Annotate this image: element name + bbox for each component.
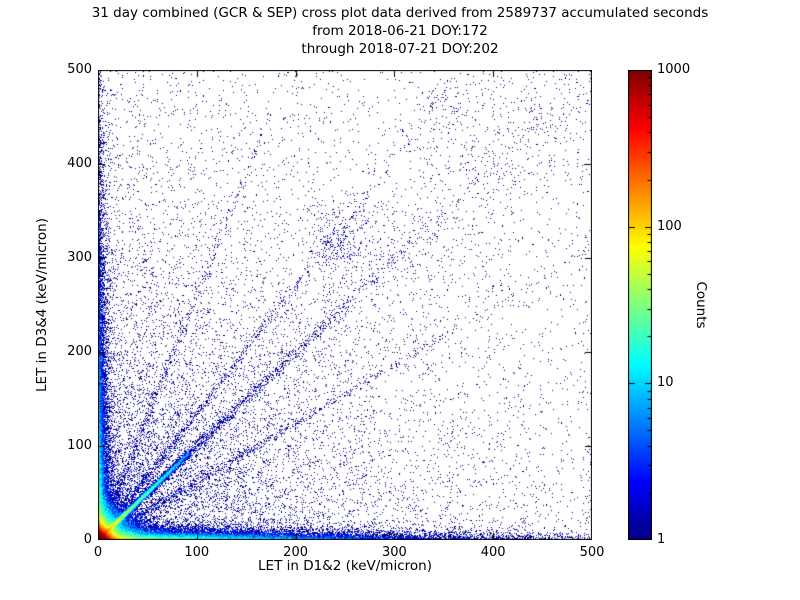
colorbar-tick-label-1000: 1000 xyxy=(657,62,691,77)
chart-title-line3: through 2018-07-21 DOY:202 xyxy=(301,41,499,57)
x-tick-label-300: 300 xyxy=(381,545,407,560)
y-tick-label-200: 200 xyxy=(67,344,92,359)
chart-title-line1: 31 day combined (GCR & SEP) cross plot d… xyxy=(91,5,709,21)
scatter-plot-canvas xyxy=(98,70,592,540)
x-axis-label: LET in D1&2 (keV/micron) xyxy=(258,558,432,574)
colorbar-label: Counts xyxy=(693,281,709,329)
y-tick-label-0: 0 xyxy=(83,532,92,547)
y-tick-label-100: 100 xyxy=(67,438,92,453)
x-tick-label-100: 100 xyxy=(184,545,210,560)
x-tick-label-200: 200 xyxy=(283,545,308,560)
y-axis-label: LET in D3&4 (keV/micron) xyxy=(34,218,50,392)
chart-title-line2: from 2018-06-21 DOY:172 xyxy=(312,23,488,39)
y-tick-label-500: 500 xyxy=(67,62,92,77)
colorbar-tick-label-1: 1 xyxy=(657,532,666,547)
colorbar-tick-label-10: 10 xyxy=(657,375,674,391)
x-tick-label-500: 500 xyxy=(579,545,605,560)
y-tick-label-400: 400 xyxy=(67,156,92,171)
x-tick-label-0: 0 xyxy=(93,545,103,560)
colorbar-tick-label-100: 100 xyxy=(657,218,682,234)
y-tick-label-300: 300 xyxy=(67,250,92,265)
colorbar-canvas xyxy=(628,70,652,540)
x-tick-label-400: 400 xyxy=(480,545,506,560)
